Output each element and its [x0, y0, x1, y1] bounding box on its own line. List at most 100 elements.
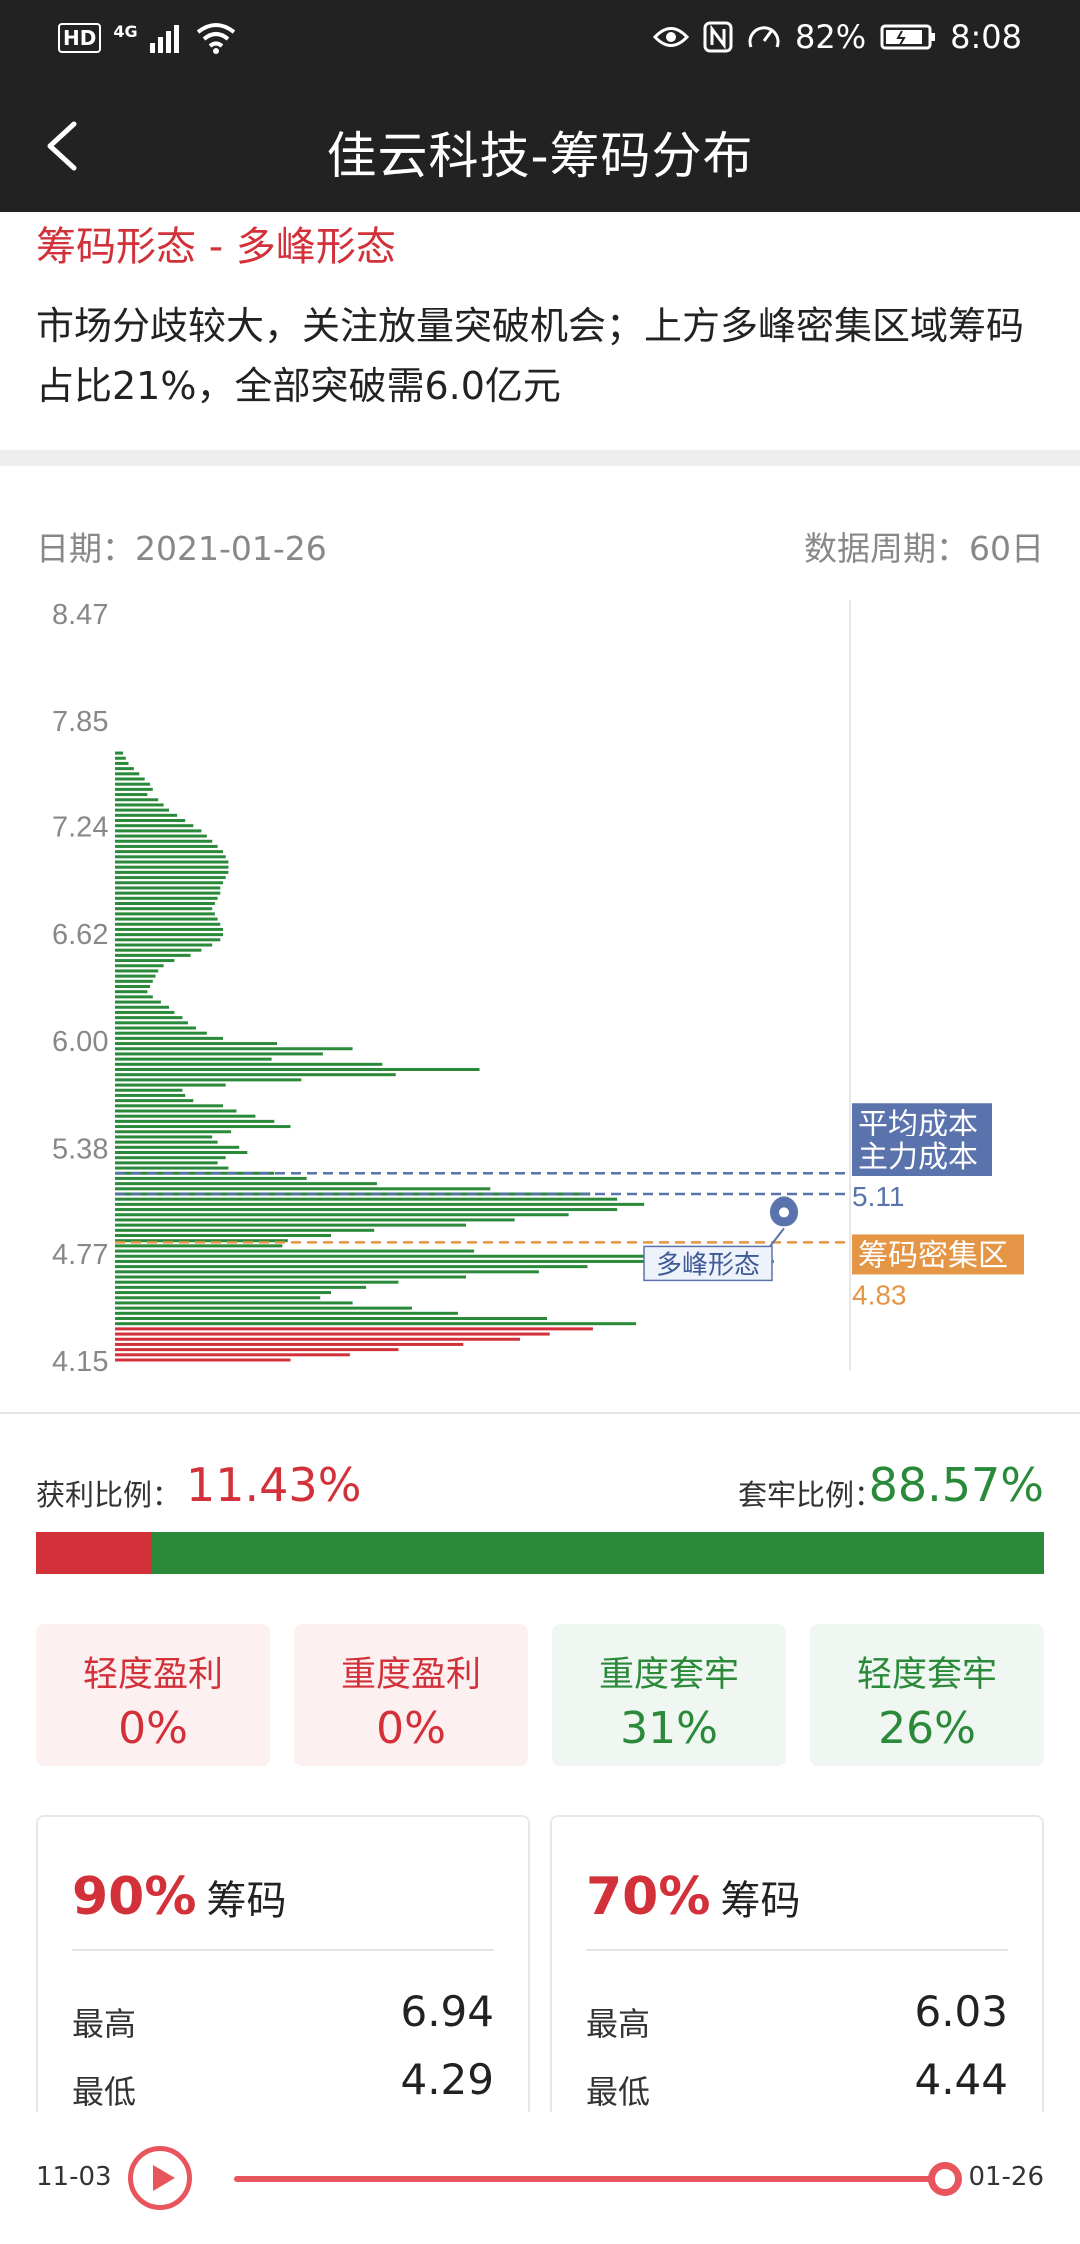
chip-bar-green [115, 969, 159, 973]
chip-bar-green [115, 870, 229, 874]
chip-bar-green [115, 1202, 645, 1206]
annotation-label: 主力成本 [858, 1140, 978, 1175]
chip-bar-green [115, 1244, 283, 1248]
annotation-value: 4.83 [852, 1279, 907, 1310]
chip-bar-red [115, 1342, 464, 1346]
chip-bar-green [115, 938, 221, 942]
playback-end-date: 01-26 [968, 2162, 1044, 2192]
chip-bar-green [115, 1093, 186, 1097]
chip-bar-green [115, 979, 153, 983]
chip-low-label: 最低 [586, 2073, 651, 2111]
clock: 8:08 [950, 18, 1022, 56]
chip-high-value: 6.03 [914, 1987, 1008, 2036]
chip-bar-green [115, 1109, 237, 1113]
level-value: 26% [878, 1703, 976, 1754]
chip-bar-green [115, 1223, 466, 1227]
chip-bar-green [115, 985, 151, 988]
chip-label: 筹码 [720, 1878, 801, 1924]
back-button[interactable] [36, 114, 100, 178]
chip-bar-green [115, 1114, 256, 1118]
chip-bar-green [115, 865, 229, 869]
chip-bar-green [115, 1021, 188, 1025]
back-arrow-icon [47, 121, 77, 171]
y-tick-label: 5.38 [52, 1133, 108, 1165]
chip-bar-green [115, 855, 226, 859]
ratio-bar [36, 1532, 1044, 1574]
chip-card-heading: 90% 筹码 [72, 1867, 286, 1927]
chip-bar-green [115, 896, 218, 900]
pattern-title: 筹码形态 - 多峰形态 [36, 224, 396, 270]
chip-bar-green [115, 1208, 618, 1212]
level-value: 0% [376, 1703, 446, 1754]
chip-bar-green [115, 1036, 223, 1040]
chip-high-value: 6.94 [400, 1987, 494, 2036]
chip-card-divider [72, 1949, 494, 1951]
chip-bar-green [115, 1078, 302, 1082]
wifi-icon [196, 23, 235, 54]
chip-bar-green [115, 1031, 207, 1035]
peak-marker-line [769, 1227, 785, 1248]
chip-bar-green [115, 756, 126, 760]
battery-icon [880, 24, 936, 50]
y-tick-label: 7.24 [52, 812, 108, 844]
chip-bar-green [115, 1151, 248, 1154]
chip-low-row: 最低 4.29 [72, 2053, 494, 2113]
chip-bar-green [115, 964, 164, 968]
trapped-ratio-value: 88.57% [868, 1458, 1044, 1512]
chip-bar-green [115, 1291, 331, 1295]
chip-bar-green [115, 798, 159, 802]
chip-bar-green [115, 912, 215, 916]
level-value: 31% [620, 1703, 718, 1754]
chip-bar-green [115, 1057, 272, 1061]
chip-bar-green [115, 1073, 396, 1077]
chip-bar-green [115, 834, 207, 838]
trapped-ratio-label: 套牢比例： [738, 1478, 884, 1512]
chip-bar-green [115, 767, 134, 771]
chip-bar-green [115, 1234, 331, 1237]
pattern-description: 市场分歧较大，关注放量突破机会；上方多峰密集区域筹码占比21%，全部突破需6.0… [36, 304, 1025, 408]
profit-ratio-label: 获利比例： [36, 1478, 182, 1512]
chip-bar-green [115, 927, 223, 931]
annotation-label: 筹码密集区 [858, 1238, 1008, 1273]
chip-bar-green [115, 1000, 161, 1004]
chip-low-value: 4.29 [400, 2055, 494, 2104]
chip-bar-green [115, 1140, 218, 1144]
chip-bar-green [115, 793, 148, 797]
chip-bar-green [115, 1192, 591, 1196]
chip-bar-red [115, 1348, 399, 1352]
chip-high-label: 最高 [72, 2005, 137, 2043]
chip-bar-green [115, 1130, 232, 1134]
period-label[interactable]: 数据周期：60日 [804, 529, 1044, 568]
chip-bar-green [115, 1010, 175, 1014]
peak-marker-box [643, 1245, 773, 1282]
chart-divider [0, 1412, 1080, 1414]
chip-bar-green [115, 761, 129, 765]
play-button[interactable] [128, 2146, 192, 2210]
chip-bar-green [115, 782, 151, 786]
chip-pct: 90% [72, 1867, 197, 1927]
level-card-heavy-profit: 重度盈利 0% [294, 1624, 528, 1766]
chip-bar-red [115, 1358, 291, 1362]
chip-bar-green [115, 813, 178, 817]
chip-bar-green [115, 1135, 213, 1139]
chip-bar-green [115, 1047, 353, 1051]
chip-bar-green [115, 1088, 183, 1092]
level-name: 重度盈利 [340, 1655, 481, 1695]
date-label: 日期：2021-01-26 [36, 529, 327, 568]
status-right-icons: 82% 8:08 [653, 18, 1022, 56]
chip-bar-green [115, 1317, 547, 1320]
chip-bar-green [115, 1311, 458, 1315]
chip-bar-green [115, 953, 191, 957]
playback-thumb[interactable] [928, 2162, 962, 2196]
level-card-light-trapped: 轻度套牢 26% [810, 1624, 1044, 1766]
chip-bar-green [115, 1176, 307, 1180]
level-name: 轻度盈利 [82, 1655, 223, 1695]
chip-bar-green [115, 922, 221, 926]
chip-bar-green [115, 829, 202, 833]
level-name: 重度套牢 [598, 1655, 739, 1695]
chip-bar-green [115, 1265, 588, 1269]
y-tick-label: 4.15 [52, 1346, 108, 1378]
chip-bar-green [115, 1083, 226, 1087]
chip-bar-green [115, 1182, 377, 1186]
playback-track[interactable] [234, 2176, 944, 2182]
